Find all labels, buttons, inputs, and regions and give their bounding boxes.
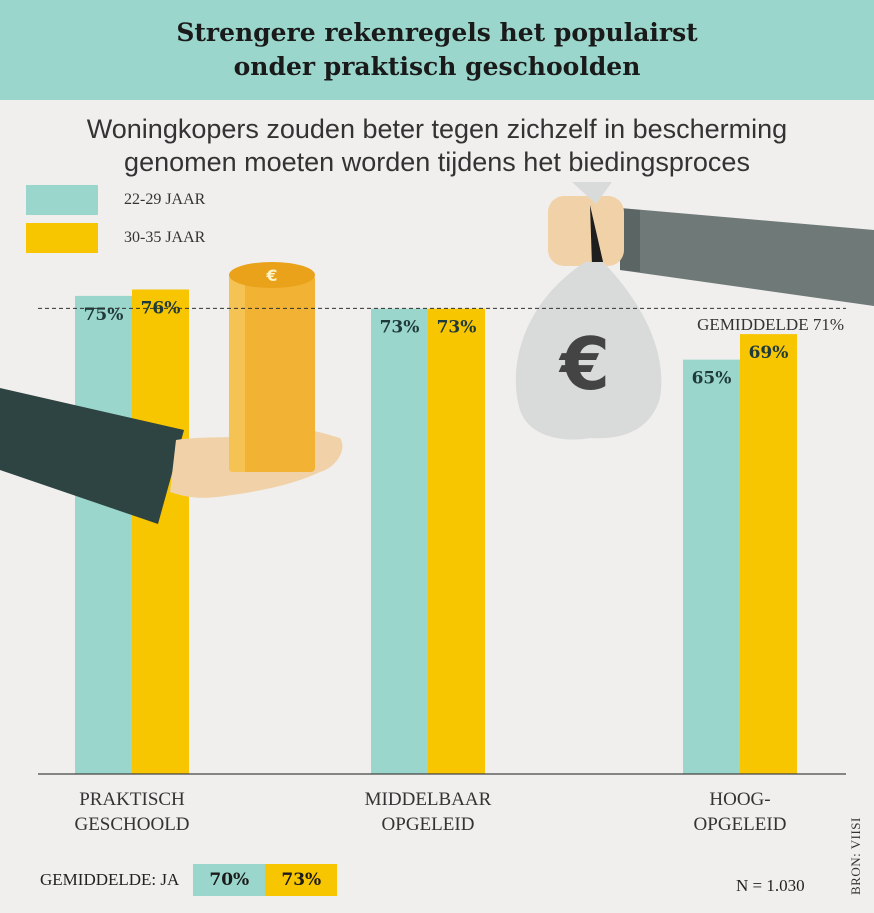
chart-subtitle: Woningkopers zouden beter tegen zichzelf… [0,113,874,179]
footer-average: GEMIDDELDE: JA 70% 73% [40,864,338,896]
legend-swatch-teal [26,185,98,215]
bar-label-teal-2: 65% [692,369,732,389]
legend-item-22-29: 22-29 JAAR [26,185,205,215]
bars-group: 75% 76%73% 73%65%69% [75,289,797,774]
legend-label-22-29: 22-29 JAAR [124,191,206,208]
subtitle-line-2: genomen moeten worden tijdens het biedin… [124,147,750,177]
source-note: BRON: VIISI [848,817,863,895]
footer-average-30-35: 73% [265,864,338,896]
chart-header: Strengere rekenregels het populairst ond… [0,0,874,100]
svg-text:€: € [265,266,277,285]
bar-teal-1 [371,308,428,774]
title-line-2: onder praktisch geschoolden [233,52,641,81]
legend-label-30-35: 30-35 JAAR [124,229,206,246]
bar-teal-0 [75,295,132,774]
legend-swatch-yellow [26,223,98,253]
subtitle-line-1: Woningkopers zouden beter tegen zichzelf… [86,114,788,144]
bar-label-teal-0: 75% [84,305,124,325]
bar-label-teal-1: 73% [380,318,420,338]
bar-yellow-0 [132,289,189,774]
money-bag-euro-icon: € [515,182,874,440]
category-label-0: PRAKTISCH GESCHOOLD [74,789,190,835]
bar-label-yellow-2: 69% [749,343,789,363]
title-line-1: Strengere rekenregels het populairst [176,18,698,47]
category-label-1: MIDDELBAAR OPGELEID [364,789,492,835]
euro-symbol: € [558,322,610,406]
coin-stack-icon: € [229,262,315,472]
bar-teal-2 [683,359,740,774]
average-label: GEMIDDELDE 71% [697,315,844,334]
category-label-2: HOOG- OPGELEID [693,789,787,835]
footer-average-label: GEMIDDELDE: JA [40,870,180,889]
bar-label-yellow-1: 73% [437,318,477,338]
footer-average-22-29: 70% [193,864,266,896]
bar-yellow-2 [740,334,797,774]
legend-item-30-35: 30-35 JAAR [26,223,205,253]
bar-yellow-1 [428,308,485,774]
sample-size: N = 1.030 [736,876,805,895]
